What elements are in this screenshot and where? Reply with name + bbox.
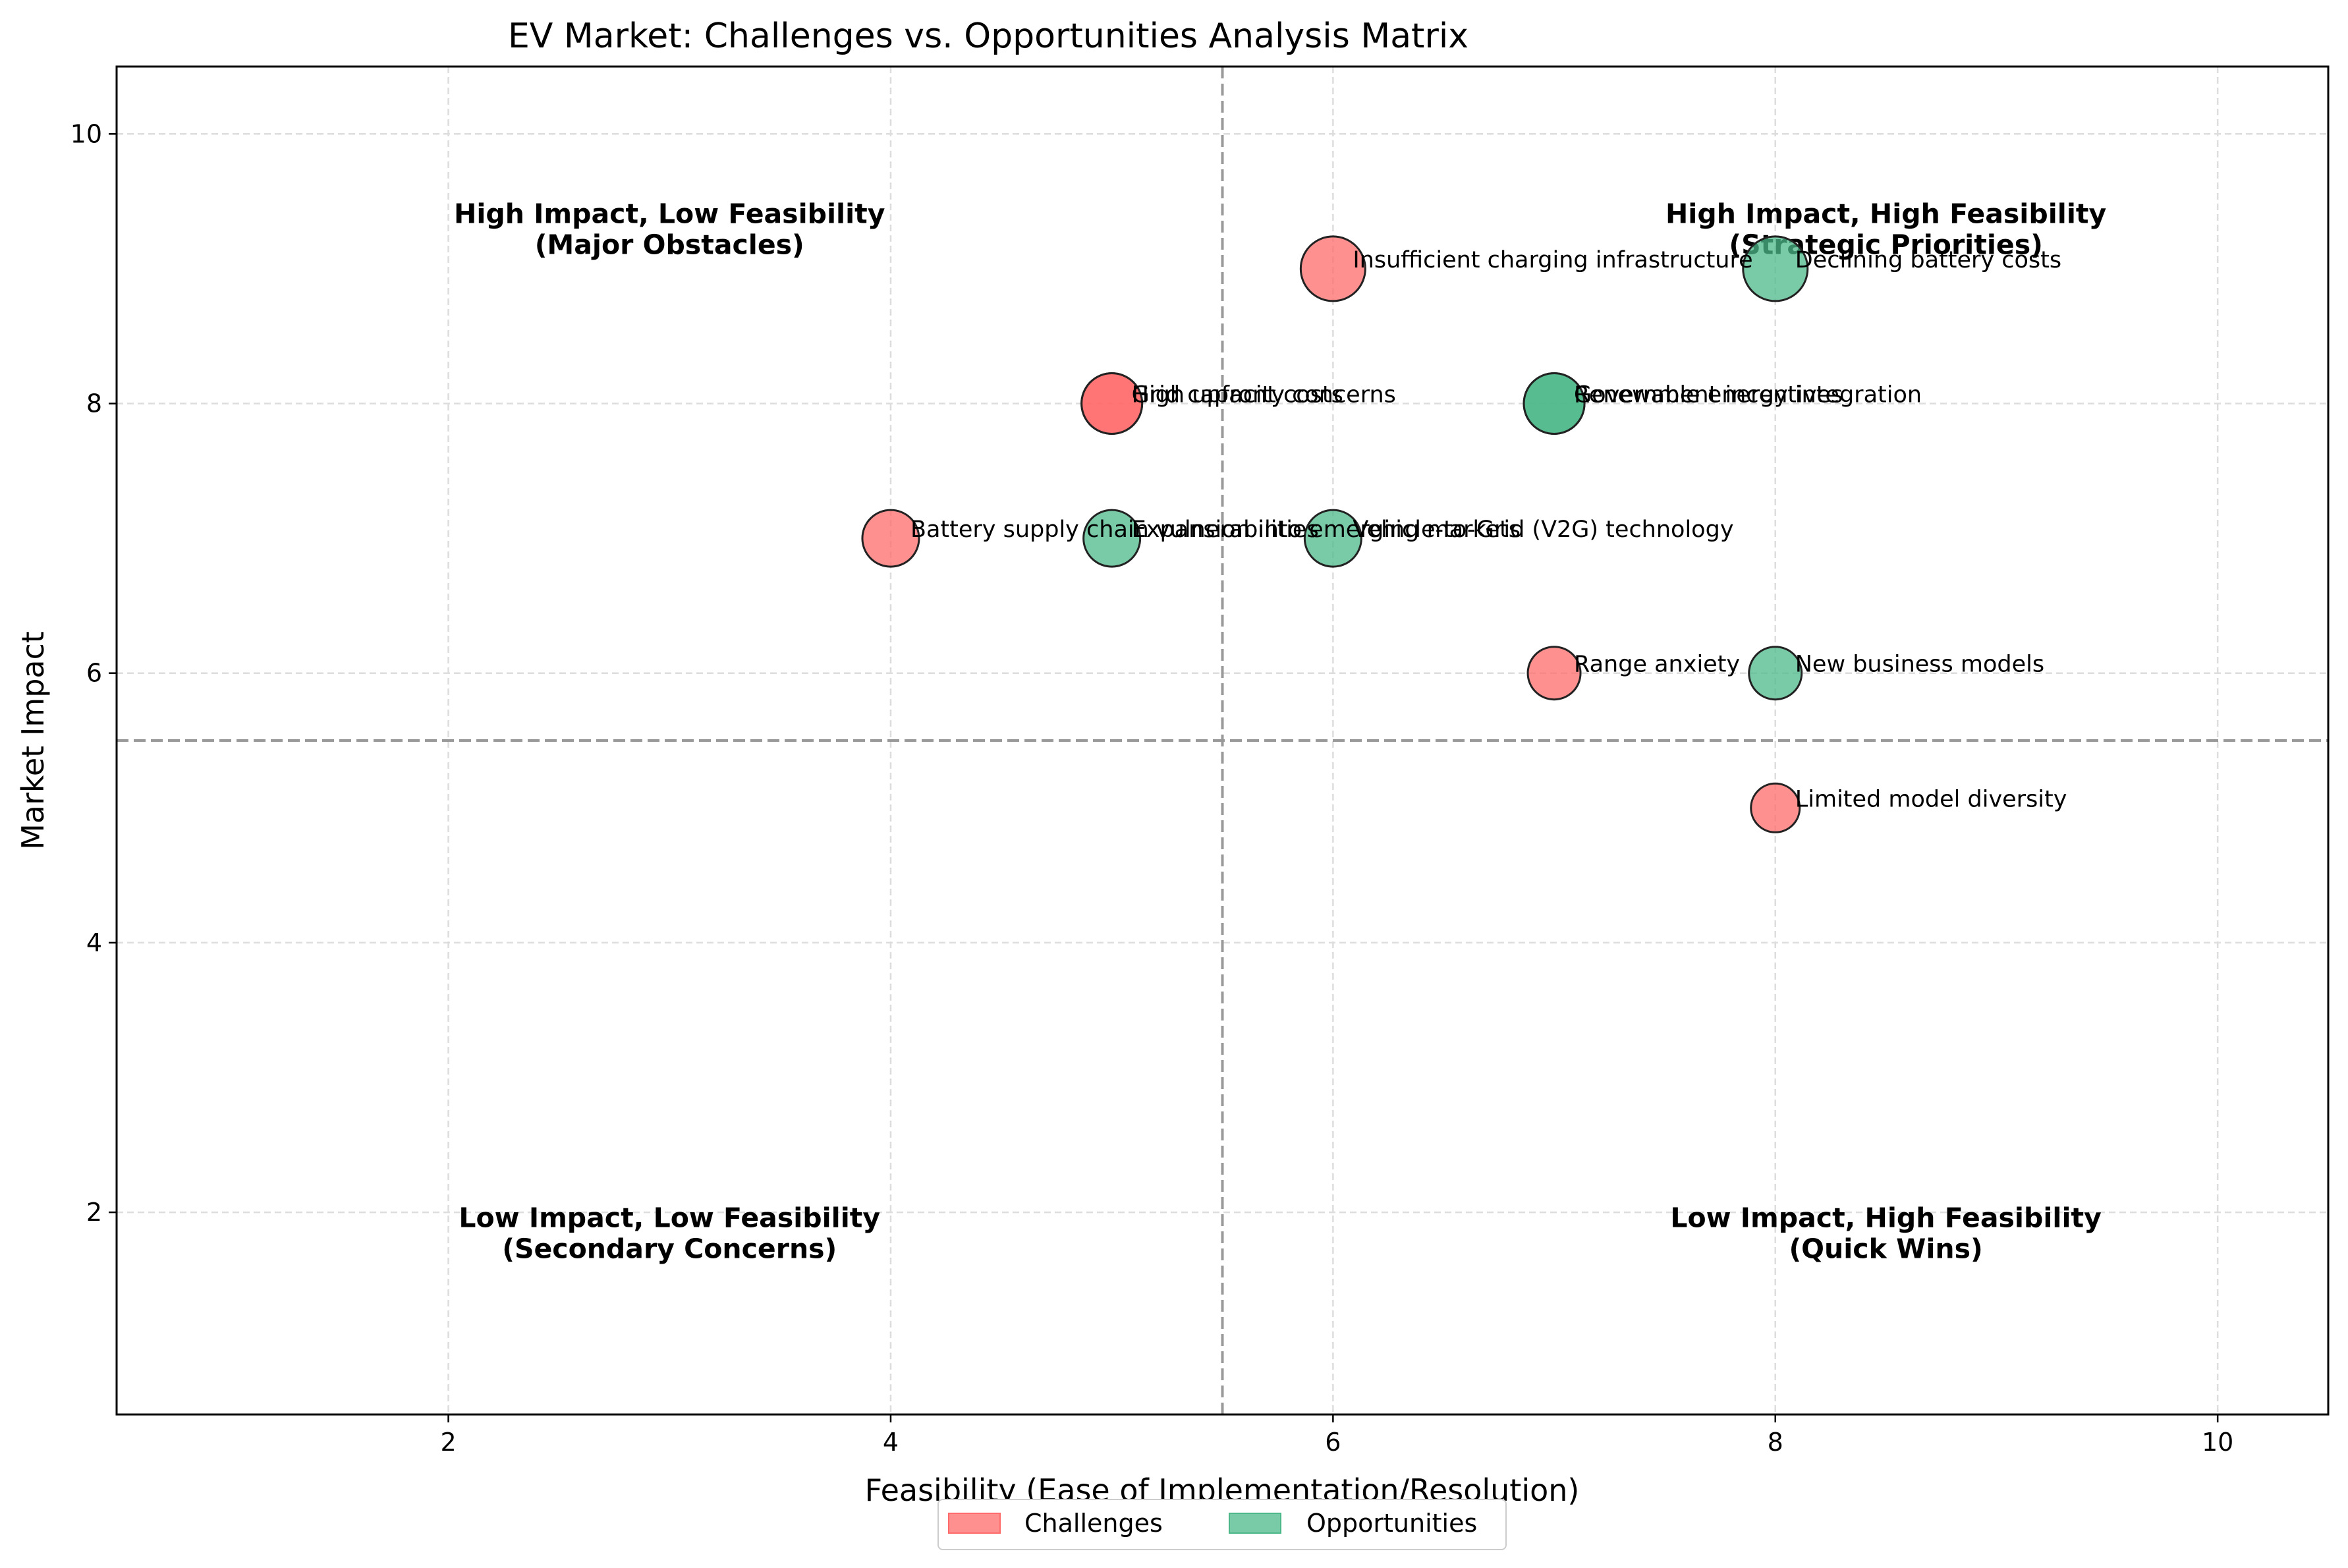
quadrant-label: Low Impact, Low Feasibility (Secondary Co…: [459, 1202, 880, 1265]
reference-lines: [117, 67, 2328, 1414]
point-label-insufficient-charging-infrastructure: Insufficient charging infrastructure: [1353, 247, 1752, 273]
x-tick-label: 6: [1325, 1428, 1341, 1457]
data-point-challenges-range-anxiety[interactable]: [1526, 646, 1582, 701]
legend: Challenges Opportunities: [937, 1499, 1507, 1550]
data-points: [861, 235, 1809, 833]
data-point-challenges-battery-supply-chain-vulnerabilities[interactable]: [861, 509, 920, 568]
data-point-opportunities-renewable-energy-integration[interactable]: [1523, 372, 1586, 435]
plot-area-frame: [115, 65, 2330, 1416]
legend-label-challenges: Challenges: [1024, 1509, 1163, 1538]
chart-title: EV Market: Challenges vs. Opportunities …: [508, 16, 1468, 56]
x-tick-label: 4: [883, 1428, 899, 1457]
quadrant-label: High Impact, Low Feasibility (Major Obsta…: [454, 198, 885, 260]
data-point-opportunities-vehicle-to-grid-v2g-technology[interactable]: [1303, 509, 1362, 568]
point-label-government-incentives: Government incentives: [1574, 382, 1843, 408]
data-point-challenges-limited-model-diversity[interactable]: [1750, 782, 1801, 833]
legend-swatch-opportunities: [1229, 1513, 1281, 1534]
point-label-grid-capacity-concerns: Grid capacity concerns: [1132, 382, 1396, 408]
data-point-opportunities-declining-battery-costs[interactable]: [1742, 235, 1809, 302]
x-axis-ticks: 2 4 6 8 10: [440, 1414, 2233, 1457]
x-tick-label: 10: [2202, 1428, 2233, 1457]
legend-swatch-challenges: [948, 1513, 1001, 1534]
point-label-declining-battery-costs: Declining battery costs: [1795, 247, 2061, 273]
point-label-new-business-models: New business models: [1795, 652, 2044, 678]
x-tick-label: 8: [1768, 1428, 1783, 1457]
point-label-limited-model-diversity: Limited model diversity: [1795, 786, 2067, 812]
y-tick-label: 2: [86, 1198, 102, 1227]
point-label-high-upfront-costs: High upfront costs: [1132, 382, 1343, 408]
y-tick-label: 8: [86, 389, 102, 418]
y-axis-ticks: 2 4 6 8 10: [70, 119, 117, 1227]
point-label-expansion-into-emerging-markets: Expansion into emerging markets: [1132, 517, 1521, 543]
y-tick-label: 4: [86, 928, 102, 957]
data-point-challenges-grid-capacity-concerns[interactable]: [1080, 372, 1144, 435]
point-label-vehicle-to-grid-v2g-technology: Vehicle-to-Grid (V2G) technology: [1353, 517, 1733, 543]
x-tick-label: 2: [440, 1428, 456, 1457]
quadrant-label: Low Impact, High Feasibility (Quick Wins): [1670, 1202, 2101, 1265]
y-axis-label: Market Impact: [15, 631, 51, 850]
data-point-challenges-insufficient-charging-infrastructure[interactable]: [1299, 235, 1366, 302]
legend-box: [937, 1499, 1507, 1550]
point-label-renewable-energy-integration: Renewable energy integration: [1574, 382, 1922, 408]
legend-label-opportunities: Opportunities: [1306, 1509, 1477, 1538]
point-label-battery-supply-chain-vulnerabilities: Battery supply chain vulnerabilities: [910, 517, 1319, 543]
data-point-opportunities-new-business-models[interactable]: [1748, 646, 1803, 701]
point-label-range-anxiety: Range anxiety: [1574, 652, 1740, 678]
quadrant-labels: High Impact, Low Feasibility (Major Obsta…: [454, 198, 2106, 1264]
data-point-opportunities-expansion-into-emerging-markets[interactable]: [1082, 509, 1142, 568]
point-labels: Insufficient charging infrastructure High…: [910, 247, 2067, 812]
y-tick-label: 6: [86, 659, 102, 688]
y-tick-label: 10: [70, 119, 102, 148]
